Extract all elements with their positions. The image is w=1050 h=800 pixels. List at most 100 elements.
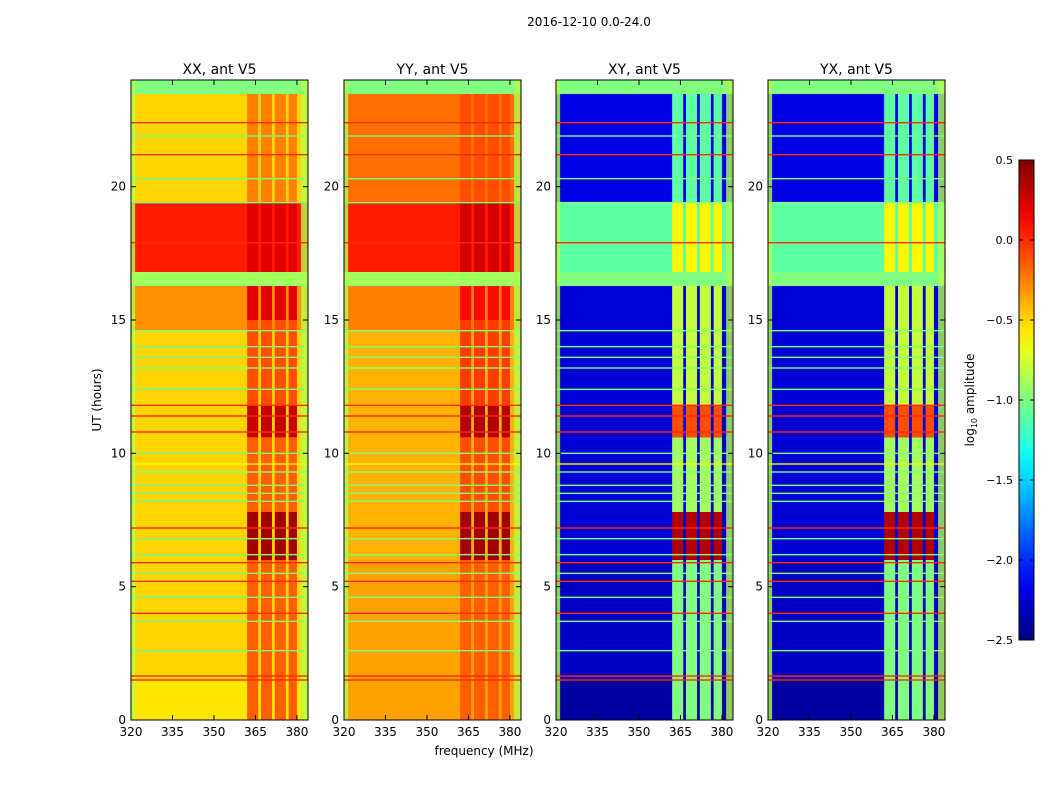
rfi-cell — [685, 93, 698, 203]
rfi-cell — [274, 320, 286, 406]
flag-line — [131, 415, 308, 417]
band-edge — [726, 80, 733, 720]
flag-line — [344, 153, 521, 156]
flag-line — [344, 463, 521, 465]
colorbar-tick-label: −2.0 — [986, 554, 1013, 567]
rfi-cell — [699, 93, 711, 203]
flag-line — [556, 492, 733, 495]
rfi-cell — [288, 93, 297, 203]
rfi-cell — [713, 272, 722, 286]
rfi-cell — [672, 272, 684, 286]
y-tick-label: 10 — [536, 446, 551, 460]
flag-line — [556, 177, 733, 180]
flag-line — [344, 452, 521, 455]
flag-line — [768, 463, 945, 465]
rfi-cell — [685, 202, 698, 272]
heatmap-band — [768, 80, 945, 94]
band-edge — [938, 80, 945, 720]
rfi-cell — [501, 437, 510, 512]
rfi-cell — [260, 320, 273, 406]
rfi-cell — [260, 405, 273, 438]
colorbar-label: log10 amplitude — [963, 354, 979, 447]
flag-line — [344, 241, 521, 244]
flag-line — [344, 561, 521, 564]
flag-line — [556, 553, 733, 556]
rfi-cell — [685, 560, 698, 720]
band-edge — [131, 80, 136, 720]
flag-line — [768, 527, 945, 529]
x-tick-label: 350 — [628, 725, 651, 739]
y-tick-label: 5 — [755, 580, 763, 594]
flag-line — [131, 561, 308, 564]
flag-line — [131, 431, 308, 433]
flag-line — [556, 121, 733, 124]
colorbar-tick-label: −1.5 — [986, 474, 1013, 487]
rfi-cell — [713, 512, 722, 560]
rfi-cell — [460, 560, 472, 720]
rfi-cell — [897, 437, 910, 512]
flag-line — [344, 177, 521, 180]
suptitle: 2016-12-10 0.0-24.0 — [527, 15, 651, 29]
rfi-cell — [925, 202, 934, 272]
rfi-cell — [288, 202, 297, 272]
flag-line — [768, 153, 945, 156]
rfi-cell — [672, 560, 684, 720]
rfi-cell — [685, 512, 698, 560]
rfi-cell — [274, 272, 286, 286]
rfi-cell — [925, 560, 934, 720]
flag-line — [344, 201, 521, 204]
flag-line — [768, 388, 945, 391]
rfi-cell — [274, 560, 286, 720]
flag-line — [556, 153, 733, 156]
flag-line — [556, 415, 733, 417]
flag-line — [131, 135, 308, 137]
flag-line — [556, 92, 733, 95]
y-tick-label: 20 — [536, 180, 551, 194]
y-tick-label: 5 — [118, 580, 126, 594]
rfi-cell — [884, 437, 896, 512]
flag-line — [131, 500, 308, 503]
rfi-cell — [274, 202, 286, 272]
rfi-cell — [487, 512, 499, 560]
flag-line — [768, 537, 945, 540]
flag-line — [344, 596, 521, 599]
rfi-cell — [501, 320, 510, 406]
panel-2: XY, ant V5 320 335 350 365 380 0 5 10 15 20 — [536, 62, 734, 739]
flag-line — [768, 620, 945, 623]
flag-line — [131, 177, 308, 180]
rfi-cell — [884, 272, 896, 286]
flag-line — [344, 527, 521, 529]
rfi-cell — [685, 405, 698, 438]
rfi-cell — [247, 285, 259, 320]
x-tick-label: 335 — [374, 725, 397, 739]
panel-0: XX, ant V5 320 335 350 365 380 0 5 10 15 20 — [111, 62, 309, 739]
x-tick-label: 380 — [498, 725, 521, 739]
flag-line — [131, 492, 308, 495]
panel-3: YX, ant V5 320 335 350 365 380 0 5 10 15 20 — [748, 62, 946, 739]
y-tick-label: 15 — [111, 313, 126, 327]
flag-line — [556, 284, 733, 287]
flag-line — [768, 596, 945, 599]
rfi-cell — [501, 285, 510, 320]
band-edge — [768, 80, 773, 720]
rfi-cell — [288, 285, 297, 320]
rfi-cell — [260, 272, 273, 286]
rfi-cell — [672, 405, 684, 438]
rfi-cell — [699, 272, 711, 286]
rfi-cell — [288, 437, 297, 512]
colorbar-tick-label: 0.0 — [996, 234, 1014, 247]
rfi-cell — [487, 272, 499, 286]
flag-line — [344, 553, 521, 556]
flag-line — [131, 452, 308, 455]
y-tick-label: 5 — [331, 580, 339, 594]
flag-line — [344, 404, 521, 407]
rfi-cell — [925, 512, 934, 560]
rfi-cell — [925, 285, 934, 406]
rfi-cell — [685, 285, 698, 406]
flag-line — [768, 572, 945, 575]
rfi-cell — [884, 560, 896, 720]
colorbar: 0.5 0.0 −0.5 −1.0 −1.5 −2.0 −2.5 — [986, 154, 1035, 647]
flag-line — [556, 649, 733, 652]
heatmap — [768, 80, 945, 720]
flag-line — [344, 572, 521, 575]
